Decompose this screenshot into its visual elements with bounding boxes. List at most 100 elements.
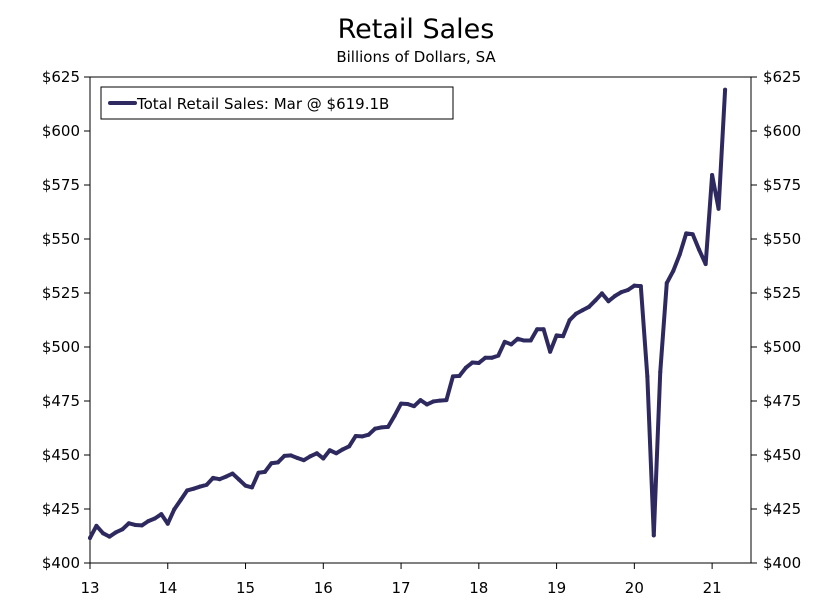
y-tick-label-left: $425 [42, 500, 80, 518]
data-point [373, 426, 378, 431]
data-point [619, 290, 624, 295]
data-point [405, 402, 410, 407]
data-point [237, 477, 242, 482]
data-point [431, 399, 436, 404]
y-tick-label-right: $525 [763, 284, 801, 302]
data-point [664, 281, 669, 286]
data-point [217, 477, 222, 482]
data-point [561, 334, 566, 339]
data-point [347, 444, 352, 449]
data-point [295, 456, 300, 461]
data-point [94, 523, 99, 528]
data-point [567, 318, 572, 323]
data-point [165, 521, 170, 526]
y-tick-label-right: $600 [763, 122, 801, 140]
data-point [710, 173, 715, 178]
data-point [204, 482, 209, 487]
y-tick-label-right: $475 [763, 392, 801, 410]
chart-title: Retail Sales [338, 14, 495, 45]
y-tick-label-right: $575 [763, 176, 801, 194]
data-point [308, 454, 313, 459]
data-point [645, 374, 650, 379]
x-tick-label: 17 [392, 579, 411, 597]
y-tick-label-left: $550 [42, 230, 80, 248]
y-tick-label-right: $500 [763, 338, 801, 356]
data-point [224, 474, 229, 479]
data-point [593, 298, 598, 303]
data-point [178, 497, 183, 502]
data-point [172, 507, 177, 512]
y-tick-label-right: $400 [763, 554, 801, 572]
data-point [541, 327, 546, 332]
x-tick-label: 15 [236, 579, 255, 597]
data-point [476, 360, 481, 365]
data-point [392, 413, 397, 418]
data-point [243, 483, 248, 488]
data-point [716, 206, 721, 211]
x-tick-label: 14 [158, 579, 177, 597]
y-tick-label-left: $600 [42, 122, 80, 140]
series-layer [88, 87, 728, 540]
y-tick-label-right: $450 [763, 446, 801, 464]
data-point [230, 471, 235, 476]
data-point [574, 311, 579, 316]
y-tick-label-left: $400 [42, 554, 80, 572]
data-point [599, 291, 604, 296]
data-point [314, 451, 319, 456]
data-point [262, 469, 267, 474]
data-point [139, 523, 144, 528]
data-point [470, 360, 475, 365]
data-point [198, 484, 203, 489]
data-point [548, 349, 553, 354]
legend-box [100, 86, 454, 120]
data-point [334, 451, 339, 456]
x-tick-label: 13 [80, 579, 99, 597]
data-point [502, 339, 507, 344]
data-point [133, 522, 138, 527]
data-point [450, 374, 455, 379]
data-point [107, 534, 112, 539]
y-tick-label-right: $550 [763, 230, 801, 248]
data-point [353, 433, 358, 438]
data-point [120, 527, 125, 532]
data-point [612, 294, 617, 299]
data-point [684, 231, 689, 236]
data-point [658, 370, 663, 375]
data-point [366, 432, 371, 437]
data-point [269, 461, 274, 466]
data-point [632, 283, 637, 288]
x-tick-label: 16 [314, 579, 333, 597]
data-point [159, 512, 164, 517]
data-point [191, 486, 196, 491]
data-point [360, 434, 365, 439]
data-point [457, 373, 462, 378]
data-point [671, 268, 676, 273]
y-tick-label-left: $625 [42, 68, 80, 86]
data-point [418, 398, 423, 403]
data-point [126, 521, 131, 526]
data-point [580, 308, 585, 313]
data-point [515, 336, 520, 341]
data-point [703, 262, 708, 267]
data-point [587, 304, 592, 309]
data-point [327, 448, 332, 453]
y-tick-label-right: $625 [763, 68, 801, 86]
data-point [399, 401, 404, 406]
data-point [723, 87, 728, 92]
data-point [386, 424, 391, 429]
data-point [282, 453, 287, 458]
data-point [444, 398, 449, 403]
data-point [288, 453, 293, 458]
x-tick-label: 19 [547, 579, 566, 597]
x-tick-label: 21 [703, 579, 722, 597]
y-tick-label-left: $475 [42, 392, 80, 410]
y-tick-label-left: $450 [42, 446, 80, 464]
legend-label: Total Retail Sales: Mar @ $619.1B [136, 95, 389, 113]
data-point [249, 485, 254, 490]
data-point [437, 398, 442, 403]
y-tick-label-left: $575 [42, 176, 80, 194]
data-point [651, 533, 656, 538]
data-point [211, 475, 216, 480]
data-point [321, 456, 326, 461]
